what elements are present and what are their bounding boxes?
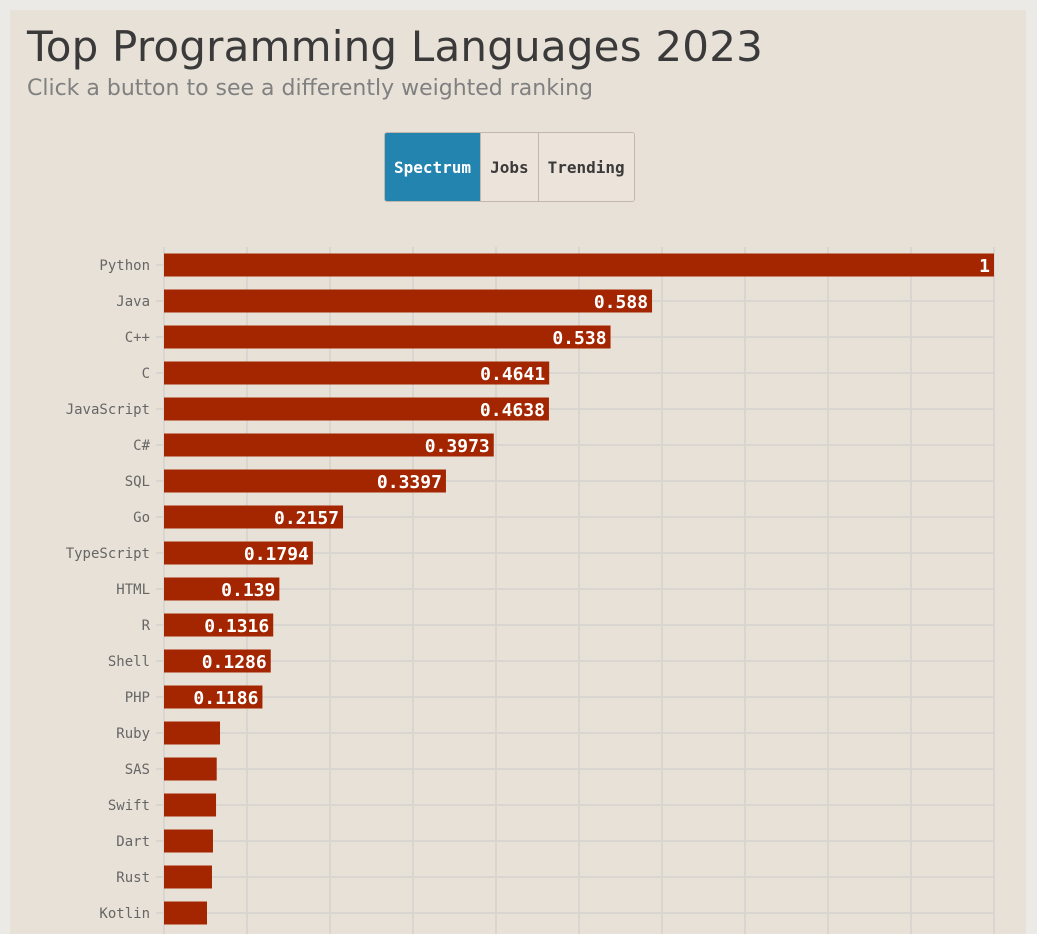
category-label: SQL <box>125 474 150 490</box>
data-label: 0.4638 <box>480 400 545 421</box>
category-label: C <box>142 366 150 382</box>
category-label: SAS <box>125 762 150 778</box>
bar-sql <box>164 469 446 493</box>
jobs-button[interactable]: Jobs <box>480 133 538 201</box>
category-label: Ruby <box>116 726 150 742</box>
category-label: C# <box>133 438 150 454</box>
bar-java <box>164 289 653 313</box>
data-label: 0.538 <box>552 328 606 349</box>
bar-ruby <box>164 721 221 745</box>
category-label: C++ <box>125 330 150 346</box>
data-label: 0.3397 <box>377 472 442 493</box>
data-label: 0.2157 <box>274 508 339 529</box>
category-label: Go <box>133 510 150 526</box>
bar-javascript <box>164 397 549 421</box>
data-label: 0.4641 <box>480 364 545 385</box>
bar-html <box>164 577 280 601</box>
spectrum-button[interactable]: Spectrum <box>385 133 481 201</box>
trending-button[interactable]: Trending <box>537 133 634 201</box>
bar-dart <box>164 829 213 853</box>
bar-c <box>164 361 550 385</box>
data-label: 0.139 <box>221 580 275 601</box>
data-label: 0.1794 <box>244 544 309 565</box>
bar-r <box>164 613 274 637</box>
bar-php <box>164 685 263 709</box>
bar-rust <box>164 865 212 889</box>
category-label: JavaScript <box>66 402 150 418</box>
bar-typescript <box>164 541 313 565</box>
bar-shell <box>164 649 271 673</box>
category-label: HTML <box>116 582 150 598</box>
bar-kotlin <box>164 901 207 925</box>
data-label: 0.1286 <box>202 652 267 673</box>
category-label: Swift <box>108 798 150 814</box>
category-label: PHP <box>125 690 150 706</box>
category-label: Shell <box>108 654 150 670</box>
page-title: Top Programming Languages 2023 <box>27 22 764 71</box>
page-subtitle: Click a button to see a differently weig… <box>27 76 593 101</box>
bar-python <box>164 253 994 277</box>
bar-swift <box>164 793 217 817</box>
data-label: 0.3973 <box>425 436 490 457</box>
category-label: R <box>142 618 151 634</box>
data-label: 1 <box>979 256 990 277</box>
bar-sas <box>164 757 217 781</box>
category-label: Python <box>99 258 150 274</box>
bar-c- <box>164 325 611 349</box>
category-label: TypeScript <box>66 546 150 562</box>
bar-c- <box>164 433 494 457</box>
bar-go <box>164 505 344 529</box>
ranking-button-group: Spectrum Jobs Trending <box>384 132 635 202</box>
category-label: Java <box>116 294 150 310</box>
category-label: Kotlin <box>99 906 150 922</box>
data-label: 0.1186 <box>193 688 258 709</box>
category-label: Rust <box>116 870 150 886</box>
data-label: 0.1316 <box>204 616 269 637</box>
category-label: Dart <box>116 834 150 850</box>
data-label: 0.588 <box>594 292 648 313</box>
